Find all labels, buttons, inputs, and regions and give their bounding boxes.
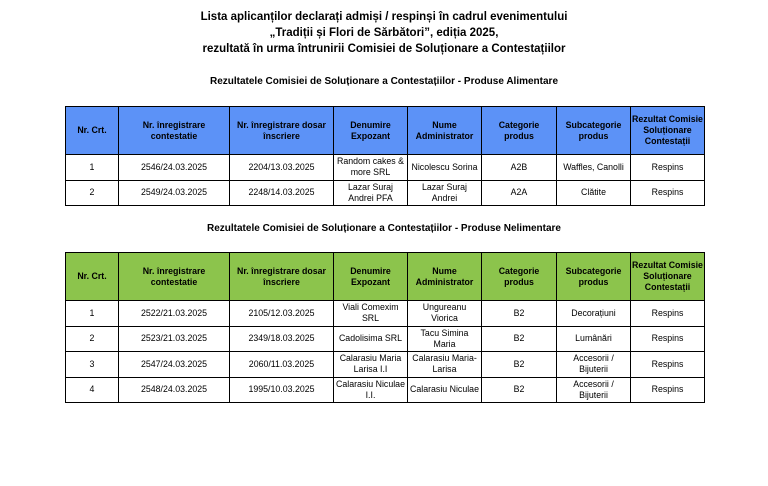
column-header: Nr. înregistrare dosar înscriere — [229, 252, 334, 301]
table-cell: Respins — [630, 325, 705, 352]
table-cell: B2 — [481, 325, 557, 352]
table-cell: Calarasiu Niculae I.I. — [333, 376, 408, 403]
subtitle-alimentare: Rezultatele Comisiei de Soluționare a Co… — [209, 76, 559, 87]
column-header: Nr. înregistrare contestatie — [118, 106, 230, 155]
table-cell: Waffles, Canolli — [556, 154, 631, 181]
table-cell: 2546/24.03.2025 — [118, 154, 230, 181]
header-row: Nr. Crt. Nr. înregistrare contestatie Nr. … — [65, 252, 705, 301]
table-cell: 2547/24.03.2025 — [118, 351, 230, 378]
table-cell: B2 — [481, 300, 557, 327]
column-header: Categorie produs — [481, 252, 557, 301]
column-header: Denumire Expozant — [333, 252, 408, 301]
table-cell: 2248/14.03.2025 — [229, 179, 334, 206]
table-cell: Accesorii / Bijuterii — [556, 376, 631, 403]
table-cell: Accesorii / Bijuterii — [556, 351, 631, 378]
table-cell: 2548/24.03.2025 — [118, 376, 230, 403]
table-cell: 4 — [65, 376, 119, 403]
table-cell: A2A — [481, 179, 557, 206]
table-cell: 2523/21.03.2025 — [118, 325, 230, 352]
table-row: 1 2546/24.03.2025 2204/13.03.2025 Random ca… — [65, 154, 705, 181]
column-header: Denumire Expozant — [333, 106, 408, 155]
table-cell: Respins — [630, 179, 705, 206]
table-cell: 2522/21.03.2025 — [118, 300, 230, 327]
table-cell: Respins — [630, 300, 705, 327]
table-cell: Respins — [630, 351, 705, 378]
table-cell: 2 — [65, 325, 119, 352]
table-cell: 2204/13.03.2025 — [229, 154, 334, 181]
column-header: Subcategorie produs — [556, 252, 631, 301]
column-header: Nr. Crt. — [65, 252, 119, 301]
table-cell: Lumânări — [556, 325, 631, 352]
column-header: Nume Administrator — [407, 106, 482, 155]
column-header: Nr. Crt. — [65, 106, 119, 155]
table-cell: Ungureanu Viorica — [407, 300, 482, 327]
table-cell: A2B — [481, 154, 557, 181]
table-cell: 1 — [65, 154, 119, 181]
table-cell: 2060/11.03.2025 — [229, 351, 334, 378]
column-header: Rezultat Comisie Soluționare Contestații — [630, 252, 705, 301]
table-cell: 2549/24.03.2025 — [118, 179, 230, 206]
column-header: Nume Administrator — [407, 252, 482, 301]
table-cell: 2105/12.03.2025 — [229, 300, 334, 327]
table-cell: 2349/18.03.2025 — [229, 325, 334, 352]
table-cell: Cadolisima SRL — [333, 325, 408, 352]
table-cell: 1995/10.03.2025 — [229, 376, 334, 403]
table-alimentare: Nr. Crt. Nr. înregistrare contestatie Nr. … — [65, 106, 705, 206]
column-header: Rezultat Comisie Soluționare Contestații — [630, 106, 705, 155]
table-cell: Lazar Suraj Andrei PFA — [333, 179, 408, 206]
table-cell: 1 — [65, 300, 119, 327]
subtitle-nealimentare: Rezultatele Comisiei de Soluționare a Co… — [207, 223, 561, 234]
column-header: Nr. înregistrare contestatie — [118, 252, 230, 301]
table-cell: 3 — [65, 351, 119, 378]
column-header: Subcategorie produs — [556, 106, 631, 155]
table-cell: Decorațiuni — [556, 300, 631, 327]
table-row: 1 2522/21.03.2025 2105/12.03.2025 Viali Com… — [65, 300, 705, 327]
title-line: Lista aplicanților declarați admiși / re… — [200, 11, 568, 23]
title-line: rezultată în urma întrunirii Comisiei de… — [202, 43, 566, 55]
table-cell: B2 — [481, 351, 557, 378]
table-cell: Random cakes & more SRL — [333, 154, 408, 181]
title-line: „Tradiții și Flori de Sărbători”, ediția… — [269, 27, 499, 39]
header-row: Nr. Crt. Nr. înregistrare contestatie Nr. … — [65, 106, 705, 155]
table-cell: Clătite — [556, 179, 631, 206]
table-cell: Tacu Simina Maria — [407, 325, 482, 352]
table-row: 2 2549/24.03.2025 2248/14.03.2025 Lazar Sur… — [65, 179, 705, 206]
table-cell: Lazar Suraj Andrei — [407, 179, 482, 206]
table-cell: Nicolescu Sorina — [407, 154, 482, 181]
table-row: 3 2547/24.03.2025 2060/11.03.2025 Calarasiu… — [65, 351, 705, 378]
document-title: Lista aplicanților declarați admiși / re… — [0, 9, 768, 57]
table-cell: Calarasiu Niculae — [407, 376, 482, 403]
table-cell: B2 — [481, 376, 557, 403]
table-row: 2 2523/21.03.2025 2349/18.03.2025 Cadolisim… — [65, 325, 705, 352]
table-cell: Viali Comexim SRL — [333, 300, 408, 327]
table-cell: Respins — [630, 154, 705, 181]
table-cell: Calarasiu Maria-Larisa — [407, 351, 482, 378]
table-nealimentare: Nr. Crt. Nr. înregistrare contestatie Nr. … — [65, 252, 705, 403]
table-cell: Calarasiu Maria Larisa I.I — [333, 351, 408, 378]
table-cell: Respins — [630, 376, 705, 403]
table-row: 4 2548/24.03.2025 1995/10.03.2025 Calarasiu… — [65, 376, 705, 403]
column-header: Nr. înregistrare dosar înscriere — [229, 106, 334, 155]
table-cell: 2 — [65, 179, 119, 206]
column-header: Categorie produs — [481, 106, 557, 155]
